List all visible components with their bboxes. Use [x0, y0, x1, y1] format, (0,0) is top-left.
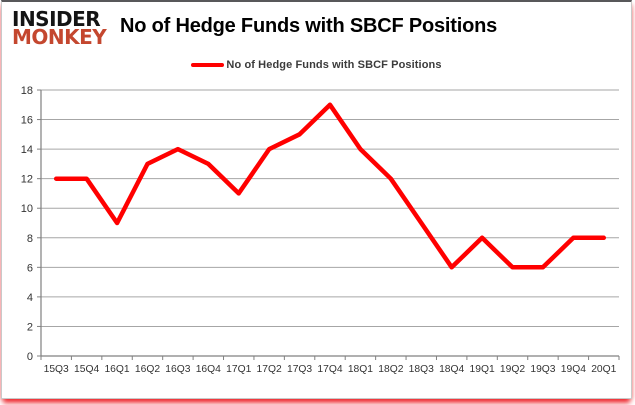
x-tick-label: 18Q4 — [439, 364, 464, 375]
page-title: No of Hedge Funds with SBCF Positions — [120, 15, 498, 37]
x-tick-label: 17Q1 — [226, 364, 251, 375]
y-tick-label: 8 — [27, 233, 33, 245]
x-tick-label: 15Q3 — [44, 364, 69, 375]
y-tick-label: 12 — [21, 174, 33, 186]
y-tick-label: 14 — [21, 144, 33, 156]
x-tick-label: 18Q2 — [378, 364, 403, 375]
x-tick-label: 19Q4 — [561, 364, 586, 375]
x-tick-label: 19Q3 — [530, 364, 555, 375]
chart-card: INSIDER MONKEY No of Hedge Funds with SB… — [1, 0, 632, 399]
y-tick-label: 2 — [27, 321, 33, 333]
x-tick-label: 17Q4 — [317, 364, 342, 375]
x-tick-label: 17Q2 — [257, 364, 282, 375]
logo-line1: INSIDER — [12, 7, 101, 31]
logo-line2: MONKEY — [12, 25, 107, 50]
x-tick-label: 19Q1 — [470, 364, 495, 375]
x-tick-label: 16Q2 — [135, 364, 160, 375]
y-tick-label: 4 — [27, 292, 33, 304]
insider-monkey-logo: INSIDER MONKEY — [12, 7, 107, 50]
chart-legend: No of Hedge Funds with SBCF Positions — [2, 59, 631, 71]
y-tick-label: 0 — [27, 351, 33, 363]
x-tick-label: 16Q4 — [196, 364, 221, 375]
x-tick-label: 18Q1 — [348, 364, 373, 375]
y-tick-label: 16 — [21, 115, 33, 127]
y-tick-label: 6 — [27, 262, 33, 274]
x-tick-label: 18Q3 — [409, 364, 434, 375]
y-tick-label: 10 — [21, 203, 33, 215]
legend-label: No of Hedge Funds with SBCF Positions — [226, 59, 442, 71]
legend-line-swatch — [191, 63, 225, 67]
series-line — [53, 102, 607, 270]
x-tick-label: 16Q1 — [104, 364, 129, 375]
x-tick-label: 20Q1 — [591, 364, 616, 375]
line-chart: 0 2 4 6 8 10 12 14 16 18 15Q3 15Q4 16Q1 16Q2 16Q3 16Q4 1… — [21, 85, 620, 375]
x-tick-label: 15Q4 — [74, 364, 99, 375]
x-tick-label: 17Q3 — [287, 364, 312, 375]
x-tick-label: 16Q3 — [165, 364, 190, 375]
x-tick-label: 19Q2 — [500, 364, 525, 375]
y-tick-label: 18 — [21, 85, 33, 97]
